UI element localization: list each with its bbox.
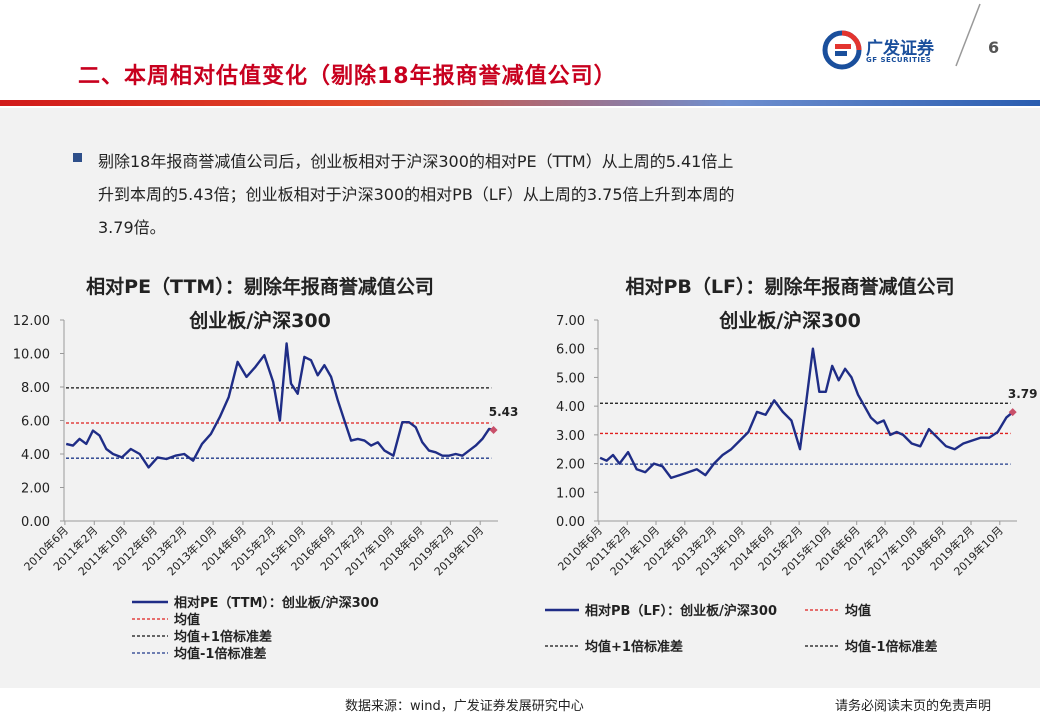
pe-legend-label: 均值+1倍标准差: [174, 629, 272, 645]
summary-line: 升到本周的5.43倍；创业板相对于沪深300的相对PB（LF）从上周的3.75倍…: [98, 185, 735, 204]
chart-title-pb-line2: 创业板/沪深300: [719, 310, 861, 332]
pb-y-tick-label: 5.00: [556, 371, 585, 386]
gf-logo-icon: [822, 30, 862, 70]
footer-disclaimer: 请务必阅读末页的免责声明: [835, 699, 992, 714]
pb-legend-label: 均值+1倍标准差: [585, 639, 683, 655]
pe-endpoint-marker: [489, 426, 498, 435]
chart-title-pe-line1: 相对PE（TTM）：剔除年报商誉减值公司: [86, 276, 434, 298]
pb-y-tick-label: 0.00: [556, 515, 585, 530]
pe-y-tick-label: 8.00: [21, 381, 50, 396]
logo-en: GF SECURITIES: [866, 56, 932, 64]
pe-series-line: [65, 342, 494, 469]
pe-y-tick-label: 4.00: [21, 448, 50, 463]
pb-legend-label: 均值: [845, 603, 871, 619]
divider-slash: [955, 3, 981, 67]
summary-line: 剔除18年报商誉减值公司后，创业板相对于沪深300的相对PE（TTM）从上周的5…: [98, 152, 734, 171]
chart-title-pe-line2: 创业板/沪深300: [189, 310, 331, 332]
pe-y-tick-label: 6.00: [21, 415, 50, 430]
content-area: [0, 108, 1040, 688]
header: 二、本周相对估值变化（剔除18年报商誉减值公司） 广发证券 GF SECURIT…: [0, 0, 1040, 100]
pe-y-tick-label: 0.00: [21, 515, 50, 530]
pb-legend-label: 均值-1倍标准差: [845, 639, 937, 655]
pb-legend-label: 相对PB（LF）：创业板/沪深300: [585, 603, 777, 619]
pb-y-tick-label: 7.00: [556, 314, 585, 329]
pe-legend-label: 均值: [174, 612, 200, 628]
pe-end-label: 5.43: [489, 405, 519, 419]
pb-y-tick-label: 6.00: [556, 343, 585, 358]
pe-y-tick-label: 12.00: [13, 314, 50, 329]
pb-series-line: [599, 347, 1014, 480]
pe-legend-label: 均值-1倍标准差: [174, 646, 266, 662]
pe-legend-label: 相对PE（TTM）：创业板/沪深300: [174, 595, 379, 611]
pb-y-tick-label: 2.00: [556, 458, 585, 473]
page-title: 二、本周相对估值变化（剔除18年报商誉减值公司）: [78, 64, 617, 89]
footer-source: 数据来源：wind，广发证券发展研究中心: [345, 699, 584, 714]
chart-title-pb-line1: 相对PB（LF）：剔除年报商誉减值公司: [625, 276, 955, 298]
pb-y-tick-label: 1.00: [556, 486, 585, 501]
summary-line: 3.79倍。: [98, 218, 166, 237]
pb-y-tick-label: 4.00: [556, 400, 585, 415]
company-logo: 广发证券 GF SECURITIES: [822, 30, 952, 70]
pb-end-label: 3.79: [1008, 387, 1038, 401]
pb-endpoint-marker: [1008, 408, 1017, 417]
logo-name: 广发证券: [866, 39, 934, 59]
summary-paragraph: 剔除18年报商誉减值公司后，创业板相对于沪深300的相对PE（TTM）从上周的5…: [98, 145, 948, 244]
pb-y-tick-label: 3.00: [556, 429, 585, 444]
bullet-square-icon: [73, 153, 82, 162]
pe-y-tick-label: 10.00: [13, 348, 50, 363]
page-number: 6: [988, 38, 1000, 57]
header-gradient-bar: [0, 100, 1040, 106]
pe-y-tick-label: 2.00: [21, 482, 50, 497]
